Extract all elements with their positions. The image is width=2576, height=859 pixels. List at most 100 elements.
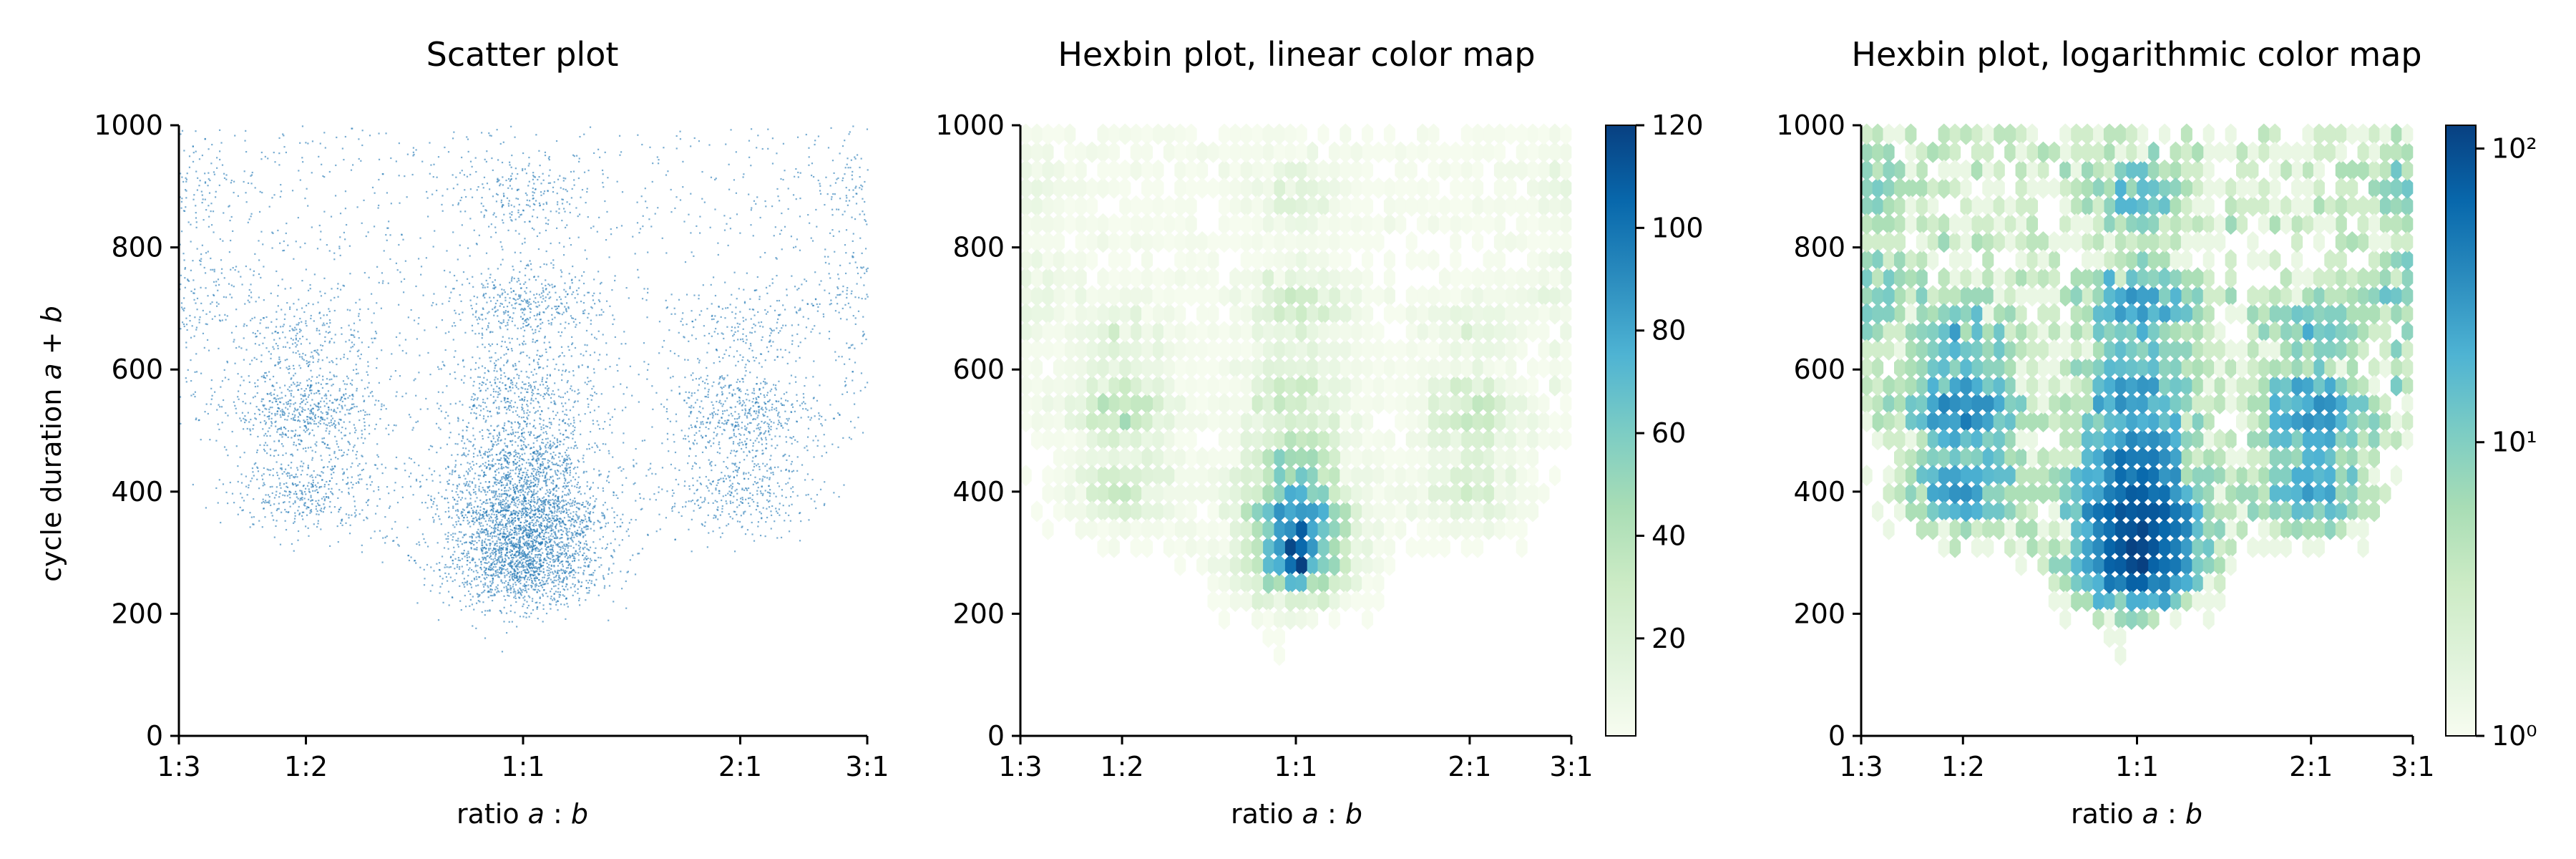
scatter-point	[522, 538, 525, 540]
scatter-point	[568, 530, 570, 533]
scatter-point	[476, 531, 478, 533]
scatter-point	[512, 573, 514, 575]
scatter-point	[537, 363, 540, 366]
scatter-point	[469, 470, 471, 472]
scatter-point	[495, 193, 498, 195]
scatter-point	[537, 481, 540, 483]
scatter-point	[541, 301, 543, 303]
scatter-point	[519, 352, 522, 355]
scatter-point	[524, 499, 526, 501]
scatter-point	[457, 420, 459, 422]
scatter-point	[527, 546, 529, 549]
scatter-point	[517, 327, 519, 329]
scatter-point	[243, 452, 245, 454]
scatter-point	[535, 373, 537, 375]
scatter-point	[525, 267, 527, 270]
scatter-point	[497, 178, 499, 180]
scatter-point	[271, 402, 273, 404]
scatter-point	[520, 489, 522, 491]
scatter-point	[552, 445, 554, 447]
scatter-point	[502, 533, 504, 535]
scatter-point	[564, 548, 566, 550]
scatter-point	[532, 442, 535, 445]
scatter-point	[558, 419, 561, 421]
scatter-point	[565, 528, 567, 530]
scatter-point	[536, 568, 539, 571]
scatter-point	[565, 586, 567, 588]
scatter-point	[525, 510, 527, 513]
scatter-point	[484, 474, 487, 476]
scatter-point	[556, 311, 558, 314]
scatter-point	[462, 447, 464, 450]
scatter-point	[548, 577, 550, 579]
scatter-point	[509, 494, 512, 496]
scatter-point	[514, 572, 516, 575]
scatter-point	[586, 485, 588, 487]
scatter-point	[341, 406, 343, 408]
scatter-point	[511, 529, 514, 531]
scatter-point	[518, 547, 520, 550]
scatter-point	[557, 554, 559, 557]
scatter-point	[566, 560, 568, 563]
scatter-point	[548, 417, 551, 419]
scatter-point	[469, 485, 471, 487]
scatter-point	[480, 532, 482, 534]
scatter-point	[545, 479, 547, 482]
scatter-point	[331, 424, 333, 426]
scatter-point	[530, 517, 532, 519]
scatter-point	[476, 243, 478, 246]
scatter-point	[528, 543, 530, 545]
scatter-point	[494, 367, 496, 369]
scatter-point	[493, 593, 495, 596]
scatter-point	[594, 559, 596, 561]
scatter-point	[509, 482, 512, 484]
scatter-point	[522, 475, 524, 477]
scatter-point	[566, 302, 568, 304]
scatter-point	[511, 276, 513, 278]
scatter-point	[562, 485, 564, 487]
scatter-point	[588, 564, 590, 566]
scatter-point	[550, 296, 552, 299]
scatter-point	[502, 515, 504, 518]
scatter-point	[461, 455, 463, 457]
scatter-point	[515, 576, 517, 578]
scatter-point	[499, 523, 501, 525]
scatter-point	[524, 482, 527, 485]
scatter-point	[521, 563, 523, 566]
scatter-point	[529, 526, 531, 528]
scatter-point	[273, 455, 275, 457]
scatter-point	[565, 458, 567, 460]
scatter-point	[533, 510, 535, 512]
scatter-point	[296, 409, 298, 412]
scatter-point	[542, 442, 545, 445]
scatter-point	[538, 304, 540, 306]
scatter-point	[545, 308, 547, 310]
scatter-point	[611, 432, 613, 434]
scatter-point	[431, 584, 434, 586]
scatter-point	[553, 181, 555, 183]
scatter-point	[536, 478, 538, 480]
scatter-point	[521, 409, 523, 411]
scatter-point	[508, 576, 511, 578]
scatter-point	[545, 476, 547, 479]
scatter-point	[463, 534, 465, 537]
scatter-point	[562, 511, 565, 513]
scatter-point	[619, 466, 621, 468]
scatter-point	[550, 591, 552, 593]
scatter-point	[271, 422, 273, 424]
scatter-point	[506, 467, 508, 469]
scatter-point	[570, 385, 572, 387]
scatter-point	[509, 480, 511, 482]
scatter-point	[492, 568, 494, 571]
scatter-point	[482, 558, 484, 560]
scatter-point	[508, 523, 510, 525]
scatter-point	[495, 521, 498, 523]
scatter-point	[554, 316, 556, 319]
scatter-point	[507, 178, 510, 180]
scatter-point	[497, 571, 499, 573]
scatter-point	[556, 543, 559, 545]
scatter-point	[582, 548, 585, 550]
scatter-point	[468, 503, 471, 505]
scatter-point	[522, 527, 525, 529]
scatter-point	[509, 297, 511, 299]
